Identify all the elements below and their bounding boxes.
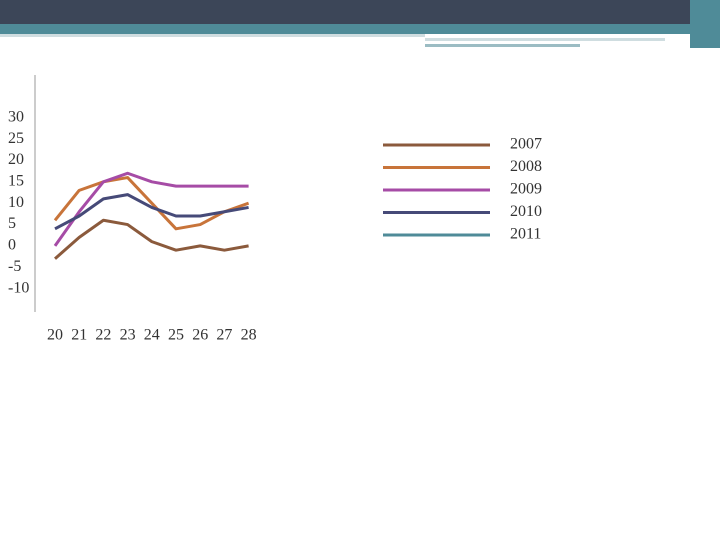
- x-tick-label: 26: [192, 327, 208, 344]
- legend-label: 2007: [510, 136, 542, 153]
- series-line: [53, 176, 250, 231]
- header-band: [0, 24, 720, 34]
- x-tick-label: 20: [47, 327, 63, 344]
- corner-block: [690, 0, 720, 48]
- header-stripe: [425, 44, 580, 47]
- y-tick-label: 30: [8, 108, 24, 125]
- series-line: [54, 193, 249, 231]
- y-tick-label: 10: [8, 194, 24, 211]
- y-tick-label: 0: [8, 237, 16, 254]
- legend-label: 2008: [510, 158, 542, 175]
- y-tick-label: 15: [8, 172, 24, 189]
- x-tick-label: 27: [216, 327, 232, 344]
- x-tick-label: 23: [120, 327, 136, 344]
- y-tick-label: 25: [8, 130, 24, 147]
- x-tick-label: 22: [95, 327, 111, 344]
- y-tick-label: -5: [8, 258, 21, 275]
- legend-label: 2009: [510, 181, 542, 198]
- series-line: [53, 171, 249, 247]
- header-stripe: [425, 38, 665, 41]
- x-tick-label: 25: [168, 327, 184, 344]
- legend-label: 2010: [510, 203, 542, 220]
- header-bar: [0, 0, 720, 24]
- y-tick-label: 5: [8, 215, 16, 232]
- y-tick-label: 20: [8, 151, 24, 168]
- legend-label: 2011: [510, 226, 541, 243]
- x-tick-label: 28: [241, 327, 257, 344]
- series-line: [54, 218, 249, 260]
- header-stripe: [0, 34, 425, 37]
- y-tick-label: -10: [8, 279, 29, 296]
- x-tick-label: 24: [144, 327, 160, 344]
- x-tick-label: 21: [71, 327, 87, 344]
